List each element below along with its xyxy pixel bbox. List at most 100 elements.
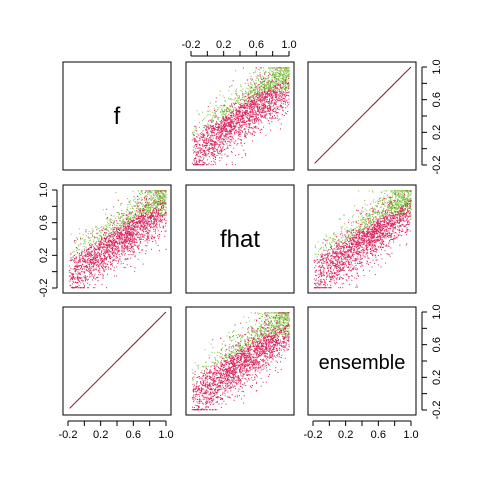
scatter-point [121, 219, 123, 221]
scatter-point [243, 117, 245, 119]
scatter-point [243, 67, 244, 69]
scatter-point [271, 74, 273, 76]
scatter-point [150, 224, 151, 226]
scatter-point [277, 77, 279, 79]
scatter-point [131, 220, 133, 221]
scatter-point [154, 196, 156, 198]
scatter-point [107, 264, 109, 266]
scatter-point [147, 222, 149, 224]
scatter-point [148, 210, 150, 211]
scatter-point [210, 164, 212, 166]
scatter-point [141, 224, 143, 226]
scatter-point [112, 240, 114, 241]
scatter-point [234, 129, 236, 131]
scatter-point [122, 220, 124, 222]
scatter-point [221, 138, 223, 140]
scatter-point [202, 162, 204, 164]
scatter-point [227, 116, 229, 118]
scatter-point [220, 150, 222, 152]
scatter-point [270, 129, 271, 131]
scatter-point [285, 91, 286, 93]
scatter-point [82, 255, 84, 257]
scatter-point [78, 278, 80, 280]
scatter-point [99, 268, 101, 270]
scatter-point [195, 126, 197, 128]
scatter-point [130, 216, 132, 218]
scatter-point [76, 277, 78, 279]
scatter-point [227, 155, 229, 157]
scatter-point [120, 220, 121, 222]
scatter-point [258, 84, 260, 85]
scatter-point [83, 271, 85, 273]
scatter-point [216, 122, 218, 124]
scatter-point [223, 97, 225, 99]
scatter-point [94, 261, 96, 263]
scatter-point [88, 254, 90, 256]
scatter-point [280, 67, 281, 69]
scatter-point [144, 196, 146, 198]
scatter-point [143, 221, 145, 223]
scatter-point [148, 203, 149, 205]
scatter-point [281, 93, 283, 95]
scatter-point [137, 225, 139, 227]
scatter-point [274, 82, 276, 84]
scatter-point [128, 242, 130, 244]
scatter-point [266, 100, 267, 102]
scatter-point [98, 248, 99, 250]
scatter-point [200, 160, 202, 162]
scatter-point [268, 82, 270, 84]
scatter-point [214, 161, 216, 163]
scatter-point [259, 72, 261, 74]
scatter-point [231, 114, 233, 116]
scatter-point [88, 250, 90, 252]
scatter-point [252, 102, 254, 103]
scatter-point [255, 106, 257, 108]
scatter-point [287, 75, 289, 76]
scatter-point [205, 144, 207, 146]
scatter-point [200, 157, 202, 159]
scatter-point [142, 229, 144, 231]
scatter-point [210, 152, 212, 154]
scatter-point [274, 75, 276, 77]
scatter-point [249, 73, 251, 75]
scatter-point [217, 143, 219, 145]
scatter-point [255, 88, 257, 90]
scatter-point [106, 241, 108, 243]
scatter-point [159, 234, 161, 236]
scatter-point [109, 254, 111, 256]
scatter-point [276, 96, 277, 98]
scatter-point [241, 124, 243, 126]
scatter-point [220, 111, 222, 113]
scatter-point [128, 219, 130, 221]
scatter-point [134, 228, 136, 230]
scatter-point [254, 86, 256, 88]
scatter-point [98, 244, 100, 246]
scatter-point [231, 119, 233, 121]
scatter-point [156, 212, 158, 214]
scatter-point [85, 246, 87, 248]
scatter-point [223, 130, 225, 132]
scatter-point [227, 125, 229, 126]
scatter-point [265, 107, 267, 109]
scatter-point [80, 287, 82, 289]
scatter-point [258, 110, 260, 112]
scatter-point [103, 226, 105, 228]
scatter-point [258, 91, 260, 93]
scatter-point [241, 116, 243, 118]
scatter-point [138, 211, 140, 213]
scatter-point [107, 249, 109, 251]
scatter-point [159, 214, 161, 216]
scatter-point [195, 127, 197, 129]
scatter-point [204, 145, 206, 146]
scatter-point [131, 225, 133, 226]
scatter-point [93, 259, 95, 260]
scatter-point [96, 264, 98, 266]
scatter-point [220, 136, 222, 138]
scatter-point [153, 200, 155, 202]
scatter-point [230, 131, 232, 133]
scatter-point [133, 225, 135, 226]
scatter-point [275, 113, 277, 115]
scatter-point [210, 126, 212, 128]
scatter-point [264, 99, 266, 101]
scatter-point [240, 99, 241, 101]
